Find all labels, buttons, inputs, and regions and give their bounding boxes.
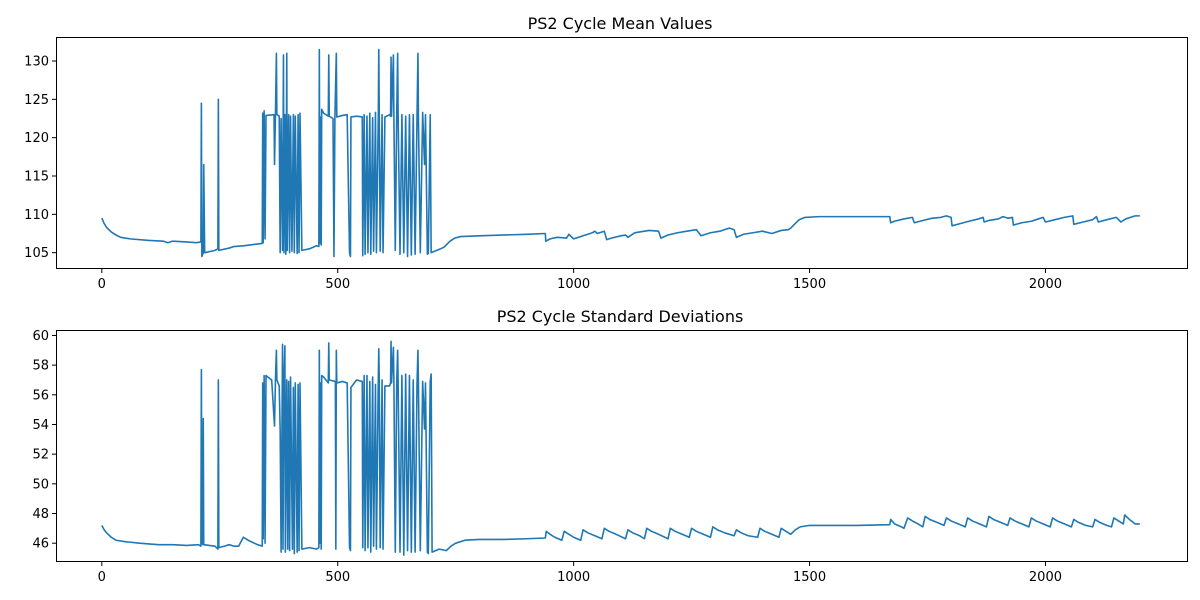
x-tick-label: 500 <box>325 570 350 585</box>
y-tick-label: 58 <box>32 359 49 374</box>
x-tick-label: 2000 <box>1029 277 1062 292</box>
x-tick-label: 2000 <box>1029 570 1062 585</box>
x-tick-label: 1500 <box>793 277 826 292</box>
plot-area <box>101 48 1140 258</box>
y-tick-label: 130 <box>24 55 49 70</box>
y-tick-label: 125 <box>24 93 49 108</box>
plot-area <box>101 340 1140 556</box>
x-tick-label: 0 <box>98 277 106 292</box>
y-tick-label: 120 <box>24 131 49 146</box>
y-tick-label: 56 <box>32 388 49 403</box>
axes-frame <box>56 37 1188 269</box>
x-tick-label: 1000 <box>557 570 590 585</box>
y-tick-label: 60 <box>32 329 49 344</box>
x-tick-label: 1000 <box>557 277 590 292</box>
axis-ticks: 0 500 1000 1500 2000 105 110 115 120 125 130 <box>24 55 1062 293</box>
y-tick-label: 115 <box>24 170 49 185</box>
y-tick-label: 54 <box>32 418 49 433</box>
y-tick-label: 50 <box>32 477 49 492</box>
y-tick-label: 105 <box>24 246 49 261</box>
y-tick-label: 48 <box>32 507 49 522</box>
axis-ticks: 0 500 1000 1500 2000 46 48 50 52 54 56 58 60 <box>32 329 1062 585</box>
mean-values-chart: PS2 Cycle Mean Values 0 500 1000 1500 2000 10… <box>24 14 1188 293</box>
series-line <box>101 48 1140 258</box>
series-line <box>101 340 1140 556</box>
x-tick-label: 1500 <box>793 570 826 585</box>
standard-deviations-chart: PS2 Cycle Standard Deviations 0 500 1000 15… <box>32 307 1188 585</box>
x-tick-label: 0 <box>98 570 106 585</box>
chart-title: PS2 Cycle Standard Deviations <box>497 307 744 326</box>
y-tick-label: 110 <box>24 208 49 223</box>
y-tick-label: 52 <box>32 448 49 463</box>
chart-title: PS2 Cycle Mean Values <box>528 14 713 33</box>
x-tick-label: 500 <box>325 277 350 292</box>
axes-frame <box>56 330 1188 562</box>
y-tick-label: 46 <box>32 537 49 552</box>
